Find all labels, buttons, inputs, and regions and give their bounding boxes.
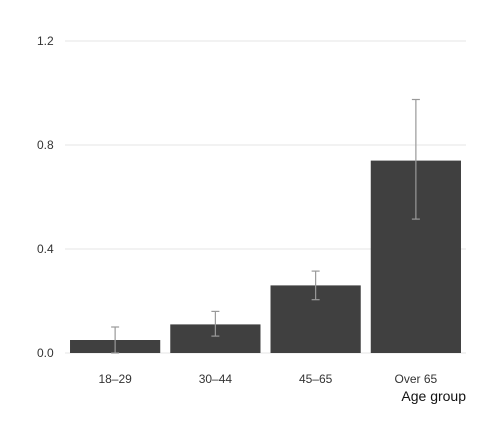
error-bars [111,98,420,354]
error-bar-2 [311,270,320,301]
error-bar-3 [411,98,420,220]
y-tick-label-3: 1.2 [37,34,54,48]
x-tick-label-0: 18–29 [98,372,132,386]
x-tick-label-1: 30–44 [199,372,233,386]
error-bar-0 [111,326,120,354]
x-tick-label-3: Over 65 [395,372,438,386]
bars [70,160,461,353]
x-tick-label-2: 45–65 [299,372,333,386]
error-bar-1 [211,310,220,337]
x-axis-title: Age group [401,388,466,404]
y-tick-label-0: 0.0 [37,346,54,360]
y-tick-label-2: 0.8 [37,138,54,152]
y-axis-ticks: 0.0 0.4 0.8 1.2 [37,34,54,360]
x-axis-ticks: 18–29 30–44 45–65 Over 65 [98,372,437,386]
y-tick-label-1: 0.4 [37,242,54,256]
